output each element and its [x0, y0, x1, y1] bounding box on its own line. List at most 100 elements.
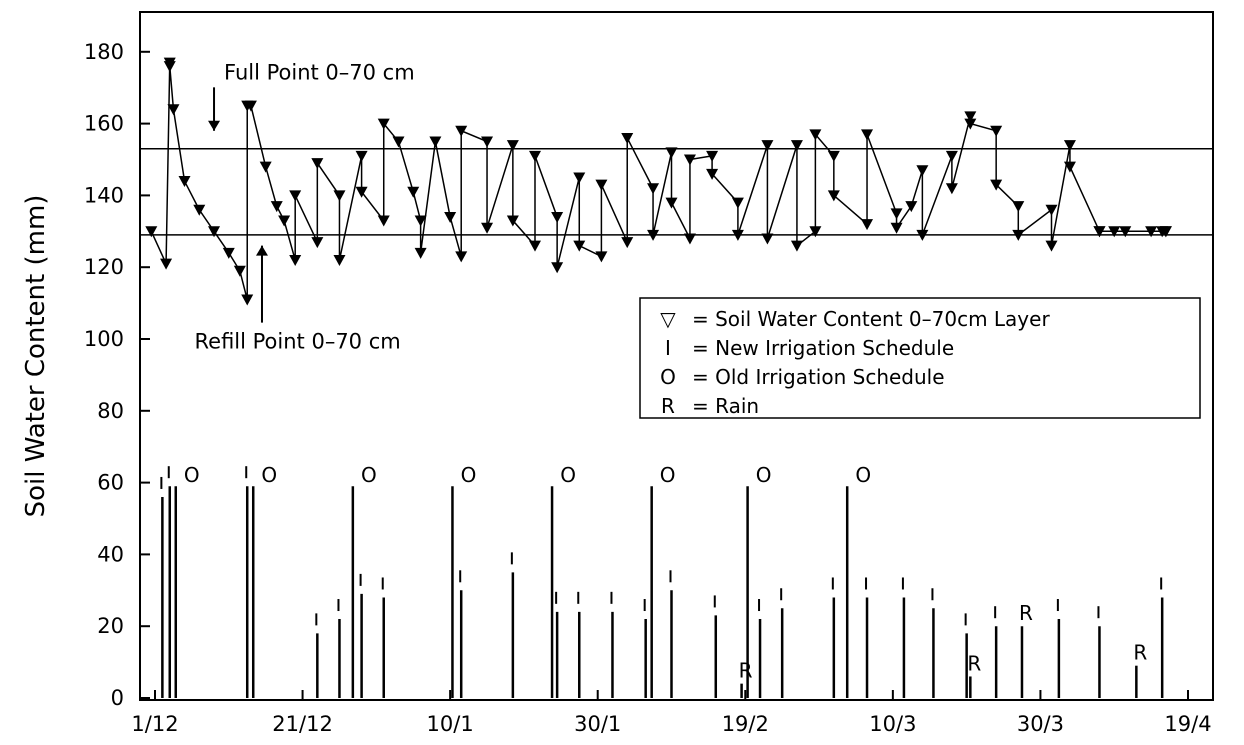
data-point: [621, 132, 634, 144]
y-tick-label: 80: [97, 399, 124, 423]
legend: ▽ = Soil Water Content 0–70cm Layer I = New…: [639, 297, 1201, 419]
data-point: [270, 201, 283, 213]
soil-water-series: [145, 57, 1172, 306]
y-tick-label: 40: [97, 542, 124, 566]
data-point: [528, 150, 541, 162]
data-point: [193, 204, 206, 216]
legend-entry-text: = Old Irrigation Schedule: [692, 365, 945, 389]
data-point: [1159, 226, 1172, 238]
data-point: [455, 251, 468, 263]
old-irrigation-label: O: [361, 463, 377, 487]
data-point: [621, 237, 634, 249]
data-point: [916, 229, 929, 241]
data-point: [481, 136, 494, 148]
old-irrigation-label: O: [184, 463, 200, 487]
data-point: [528, 240, 541, 252]
data-point: [665, 197, 678, 209]
data-point: [683, 154, 696, 166]
data-point: [964, 111, 977, 123]
x-tick-label: 21/12: [272, 712, 333, 736]
legend-symbol: O: [660, 365, 676, 389]
data-point: [414, 247, 427, 259]
legend-box: [639, 297, 1201, 419]
data-point: [1045, 204, 1058, 216]
annotation-label: Full Point 0–70 cm: [224, 60, 415, 84]
annotations: Full Point 0–70 cm Refill Point 0–70 cm: [195, 60, 415, 353]
data-point: [259, 161, 272, 173]
annotation-label: Refill Point 0–70 cm: [195, 330, 401, 354]
data-point: [377, 118, 390, 130]
data-point: [1119, 226, 1132, 238]
data-point: [809, 129, 822, 141]
old-irrigation-label: O: [855, 463, 871, 487]
data-point: [377, 215, 390, 227]
y-tick-label: 180: [84, 40, 124, 64]
data-point: [481, 222, 494, 234]
data-point: [278, 215, 291, 227]
data-point: [233, 265, 246, 277]
data-point: [647, 183, 660, 195]
data-point: [945, 150, 958, 162]
data-point: [551, 211, 564, 223]
data-point: [890, 208, 903, 220]
y-tick-label: 160: [84, 112, 124, 136]
data-point: [506, 215, 519, 227]
data-point: [444, 211, 457, 223]
old-irrigation-label: O: [560, 463, 576, 487]
rain-label: R: [967, 651, 981, 675]
data-point: [890, 222, 903, 234]
data-point: [167, 104, 180, 116]
x-tick-label: 1/12: [131, 712, 178, 736]
data-point: [731, 197, 744, 209]
data-point: [208, 226, 221, 238]
y-tick-label: 20: [97, 614, 124, 638]
data-point: [665, 147, 678, 159]
y-tick-label: 60: [97, 471, 124, 495]
x-tick-label: 19/2: [722, 712, 769, 736]
data-point: [289, 255, 302, 267]
data-point: [761, 140, 774, 152]
data-point: [790, 240, 803, 252]
data-point: [1063, 140, 1076, 152]
data-point: [945, 183, 958, 195]
soil-water-line: [150, 62, 1166, 300]
data-point: [392, 136, 405, 148]
data-point: [761, 233, 774, 245]
x-axis-ticks: 1/12 21/12 10/1 30/1 19/2 10/3 30/3 19/4: [131, 690, 1212, 736]
data-point: [809, 226, 822, 238]
legend-entry-text: = Soil Water Content 0–70cm Layer: [692, 307, 1050, 331]
y-axis-label: Soil Water Content (mm): [21, 195, 51, 518]
legend-entry-text: = Rain: [692, 394, 759, 418]
data-point: [222, 247, 235, 259]
old-irrigation-label: O: [461, 463, 477, 487]
data-point: [145, 226, 158, 238]
data-point: [407, 186, 420, 198]
data-point: [595, 251, 608, 263]
data-point: [241, 294, 254, 306]
annotation-arrowhead: [208, 120, 221, 131]
data-point: [333, 255, 346, 267]
data-point: [964, 118, 977, 130]
data-point: [790, 140, 803, 152]
data-point: [244, 100, 257, 112]
legend-symbol: I: [665, 336, 671, 360]
legend-entry-text: = New Irrigation Schedule: [692, 336, 954, 360]
data-point: [861, 129, 874, 141]
data-point: [551, 262, 564, 274]
data-point: [1012, 201, 1025, 213]
data-point: [1045, 240, 1058, 252]
legend-symbol: R: [661, 394, 675, 418]
legend-symbol: ▽: [660, 307, 676, 331]
data-point: [706, 150, 719, 162]
data-point: [289, 190, 302, 202]
data-point: [355, 150, 368, 162]
data-point: [1108, 226, 1121, 238]
data-point: [455, 125, 468, 137]
data-point: [990, 179, 1003, 191]
data-point: [333, 190, 346, 202]
x-tick-label: 10/3: [869, 712, 916, 736]
data-point: [573, 240, 586, 252]
data-point: [1012, 229, 1025, 241]
x-tick-label: 10/1: [427, 712, 474, 736]
data-point: [160, 258, 173, 270]
